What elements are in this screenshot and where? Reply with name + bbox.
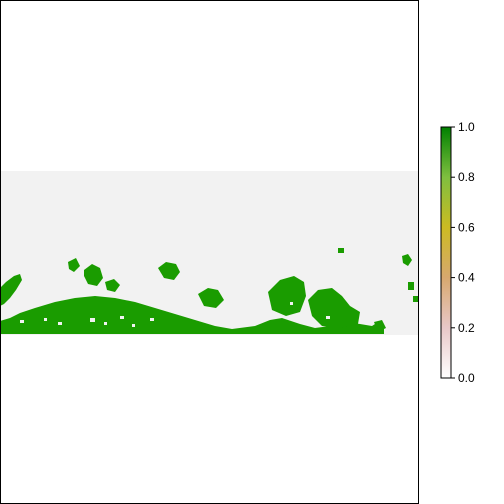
green-patch-340 — [338, 248, 344, 253]
legend-tick-label: 0.6 — [458, 220, 475, 234]
legend-tick-label: 0.0 — [458, 371, 475, 385]
legend-tick-label: 1.0 — [458, 120, 475, 134]
legend-tick-label: 0.2 — [458, 321, 475, 335]
legend-colorbar — [441, 127, 451, 378]
legend-tick-label: 0.4 — [458, 271, 475, 285]
map-raster — [0, 171, 419, 335]
green-patch-410 — [408, 282, 414, 290]
legend-tick-label: 0.8 — [458, 170, 475, 184]
